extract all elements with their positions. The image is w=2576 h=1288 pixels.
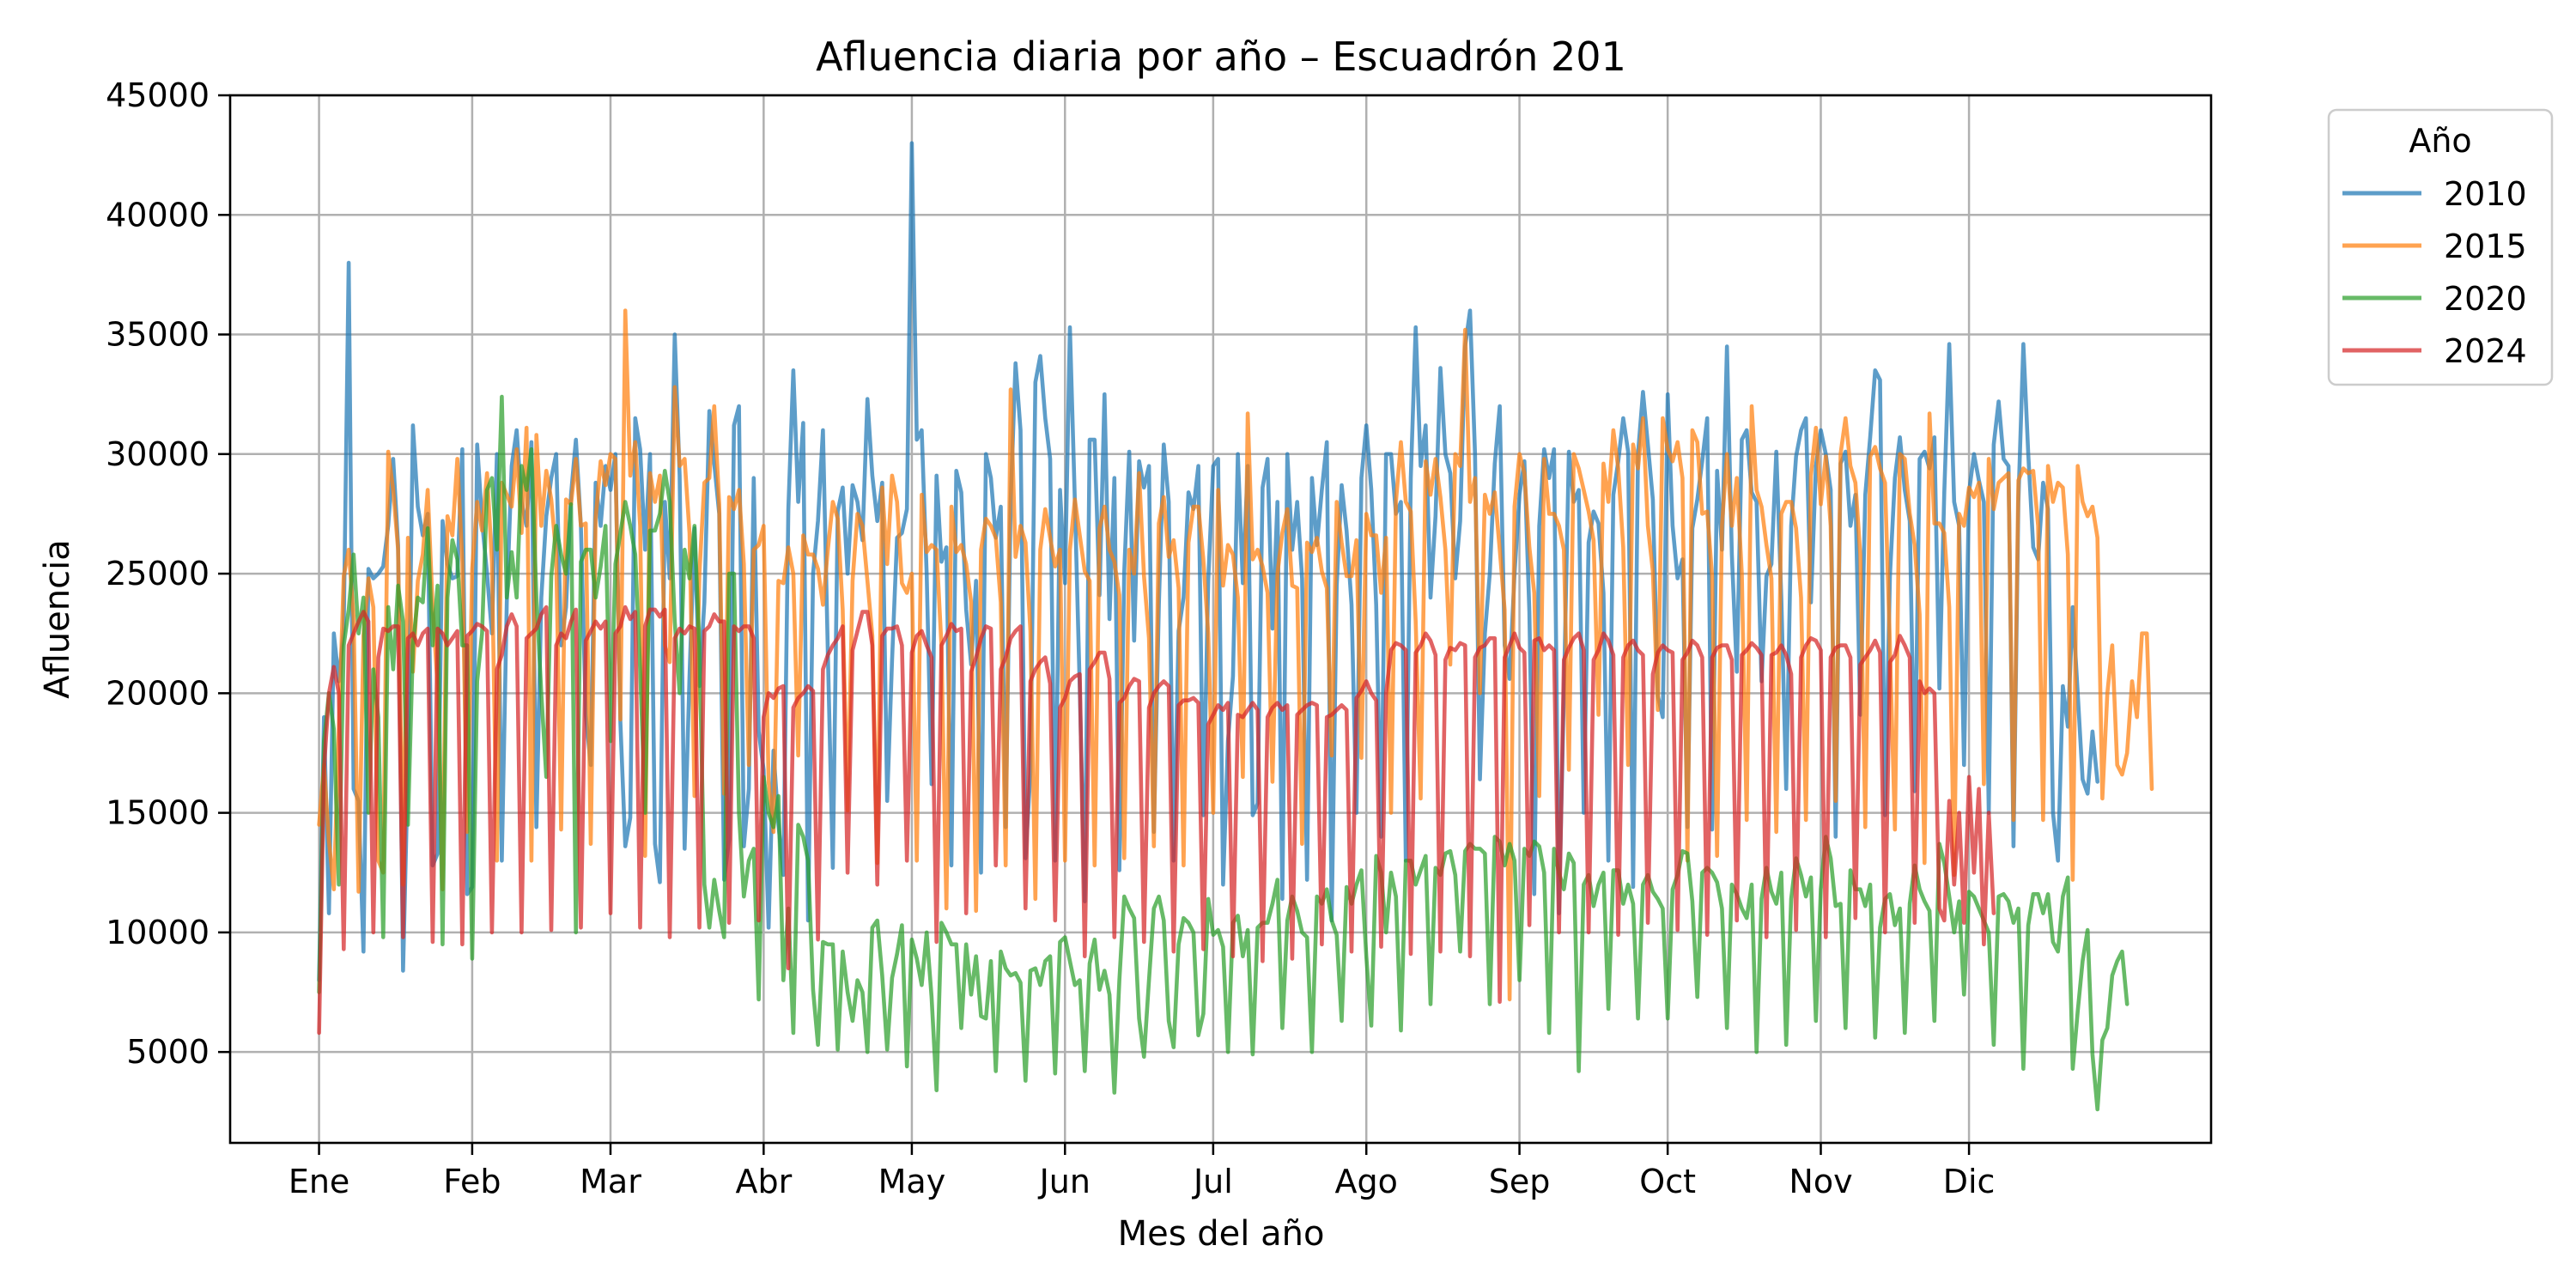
y-tick-label: 45000: [106, 76, 210, 114]
legend-title: Año: [2409, 122, 2471, 160]
x-tick-label: Abr: [735, 1163, 792, 1200]
y-tick-label: 20000: [106, 674, 210, 712]
y-tick-label: 5000: [126, 1033, 210, 1071]
y-tick-label: 40000: [106, 196, 210, 234]
x-tick-label: Feb: [443, 1163, 501, 1200]
x-tick-label: Oct: [1639, 1163, 1696, 1200]
x-axis-label: Mes del año: [1118, 1214, 1325, 1254]
x-tick-label: Dic: [1943, 1163, 1996, 1200]
x-tick-label: Nov: [1789, 1163, 1852, 1200]
x-tick-label: Sep: [1489, 1163, 1551, 1200]
legend-label-2015: 2015: [2444, 228, 2527, 265]
x-tick-label: Jul: [1192, 1163, 1233, 1200]
legend-label-2024: 2024: [2444, 332, 2527, 370]
y-axis-label: Afluencia: [38, 539, 77, 699]
x-tick-label: Ene: [289, 1163, 349, 1200]
y-tick-label: 15000: [106, 794, 210, 832]
x-tick-label: Jun: [1038, 1163, 1091, 1200]
x-tick-label: May: [878, 1163, 946, 1200]
x-tick-label: Ago: [1335, 1163, 1398, 1200]
y-tick-label: 35000: [106, 316, 210, 354]
series-lines: [317, 141, 2154, 1112]
series-line-2010: [317, 141, 2099, 982]
y-tick-label: 25000: [106, 555, 210, 592]
series-line-2024: [317, 605, 1996, 1036]
legend-label-2010: 2010: [2444, 175, 2527, 213]
legend: Año 2010 2015 2020 2024: [2327, 108, 2554, 386]
chart-title: Afluencia diaria por año – Escuadrón 201: [816, 33, 1626, 80]
series-line-2015: [317, 308, 2154, 1002]
x-tick-label: Mar: [580, 1163, 641, 1200]
y-tick-label: 30000: [106, 435, 210, 473]
x-axis: Ene Feb Mar Abr May Jun Jul Ago Sep Oct Nov Dic: [289, 1143, 1996, 1200]
y-axis: 5000 10000 15000 20000 25000 30000 35000 40000 4…: [106, 76, 230, 1071]
legend-box: [2327, 108, 2554, 386]
plot-frame: [228, 94, 2213, 1145]
legend-label-2020: 2020: [2444, 280, 2527, 318]
y-tick-label: 10000: [106, 914, 210, 951]
